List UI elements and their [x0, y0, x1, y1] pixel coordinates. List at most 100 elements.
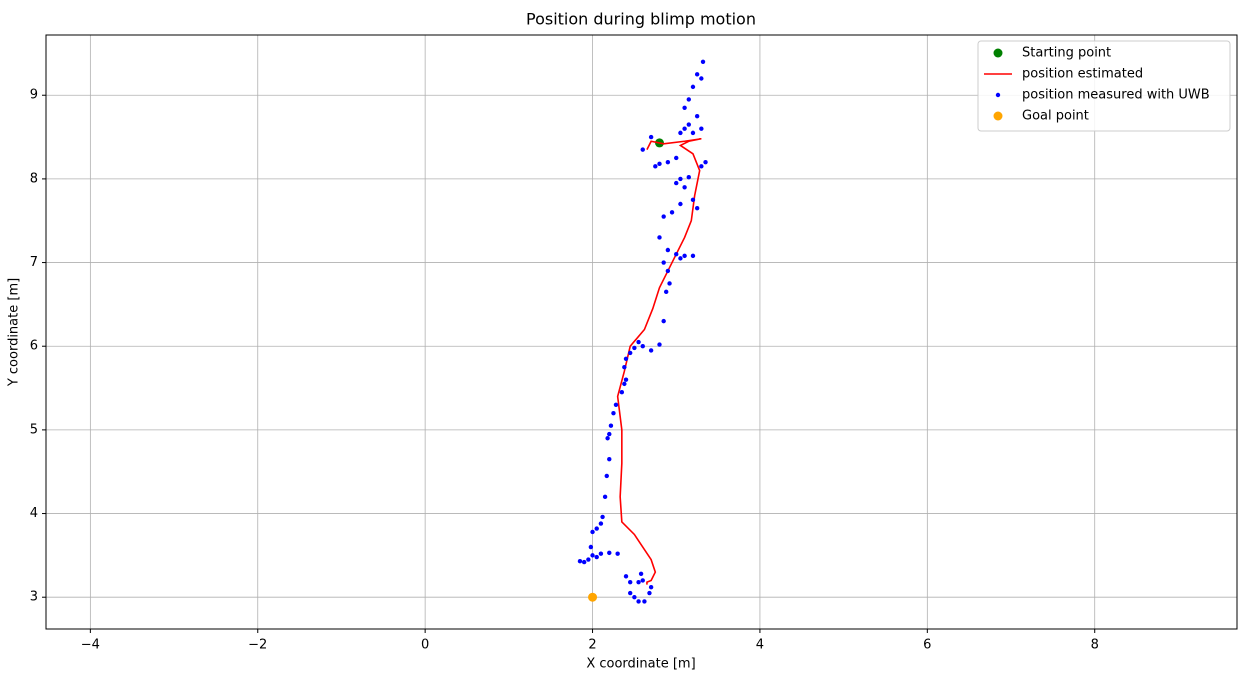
- point: [690, 84, 696, 90]
- point: [636, 599, 641, 604]
- x-axis-label: X coordinate [m]: [586, 657, 695, 672]
- point: [699, 126, 704, 131]
- point: [613, 402, 619, 407]
- point: [628, 350, 633, 356]
- point: [590, 553, 595, 558]
- point: [665, 159, 671, 165]
- point: [598, 551, 604, 556]
- point: [602, 494, 608, 500]
- x-tick-label: 6: [923, 638, 931, 653]
- point: [669, 210, 675, 215]
- x-tick-label: −4: [81, 638, 100, 653]
- point: [588, 592, 598, 602]
- point: [678, 176, 683, 182]
- point: [665, 268, 671, 274]
- axes-frame: [45, 34, 1238, 630]
- point: [615, 551, 620, 556]
- point: [678, 130, 683, 136]
- point: [690, 197, 696, 203]
- legend-swatch: [995, 92, 1001, 98]
- y-tick-label: 9: [30, 88, 38, 103]
- point: [638, 571, 644, 576]
- line: [616, 137, 702, 585]
- point: [661, 260, 666, 265]
- point: [605, 436, 610, 441]
- point: [663, 289, 669, 295]
- x-tick-label: 8: [1091, 638, 1099, 653]
- point: [640, 344, 645, 349]
- point: [648, 584, 654, 590]
- point: [604, 473, 609, 479]
- y-tick-label: 4: [30, 506, 38, 521]
- point: [703, 159, 708, 165]
- point: [690, 253, 696, 259]
- point: [674, 180, 679, 186]
- point: [694, 72, 700, 77]
- point: [608, 423, 614, 428]
- x-tick-label: 2: [588, 638, 596, 653]
- point: [661, 214, 666, 219]
- point: [594, 526, 599, 531]
- point: [647, 590, 652, 596]
- x-tick-label: −2: [248, 638, 267, 653]
- point: [686, 122, 691, 127]
- point: [600, 514, 605, 520]
- legend-label: Starting point: [1022, 46, 1111, 61]
- point: [622, 364, 627, 370]
- legend-box: [977, 40, 1231, 132]
- point: [661, 318, 666, 324]
- legend: Starting point position estimated position…: [977, 40, 1231, 132]
- legend-label: Goal point: [1022, 109, 1089, 124]
- x-tick-label: 4: [756, 638, 764, 653]
- point: [657, 161, 662, 167]
- point: [640, 147, 645, 152]
- y-tick-label: 3: [30, 590, 38, 605]
- point: [611, 410, 616, 416]
- point: [590, 529, 595, 535]
- point: [636, 579, 641, 585]
- point: [667, 281, 672, 286]
- point: [648, 134, 654, 140]
- point: [686, 175, 691, 180]
- point: [699, 76, 704, 81]
- y-tick-label: 5: [30, 422, 38, 437]
- point: [657, 342, 662, 347]
- point: [607, 456, 612, 462]
- point: [632, 595, 637, 600]
- point: [581, 559, 587, 565]
- y-tick-label: 8: [30, 171, 38, 186]
- point: [619, 390, 625, 395]
- y-axis-label: Y coordinate [m]: [7, 278, 22, 387]
- point: [648, 348, 654, 353]
- point: [678, 256, 683, 261]
- point: [623, 574, 629, 579]
- point: [694, 113, 700, 119]
- point: [632, 345, 637, 351]
- point: [640, 578, 645, 583]
- point: [598, 521, 604, 526]
- point: [588, 544, 594, 550]
- legend-swatch: [993, 111, 1003, 121]
- point: [665, 247, 671, 253]
- point: [699, 164, 704, 169]
- point: [682, 126, 687, 131]
- point: [623, 377, 629, 382]
- point: [628, 579, 633, 585]
- point: [607, 550, 612, 556]
- point: [682, 105, 687, 110]
- y-tick-label: 6: [30, 339, 38, 354]
- chart-title: Position during blimp motion: [526, 10, 756, 29]
- legend-label: position estimated: [1022, 67, 1143, 82]
- point: [623, 356, 629, 361]
- y-tick-label: 7: [30, 255, 38, 270]
- x-tick-label: 0: [421, 638, 429, 653]
- point: [682, 185, 687, 190]
- point: [607, 431, 612, 437]
- point: [686, 97, 691, 102]
- point: [577, 559, 583, 564]
- point: [622, 381, 627, 387]
- point: [586, 557, 591, 562]
- point: [594, 554, 599, 560]
- point: [690, 130, 696, 136]
